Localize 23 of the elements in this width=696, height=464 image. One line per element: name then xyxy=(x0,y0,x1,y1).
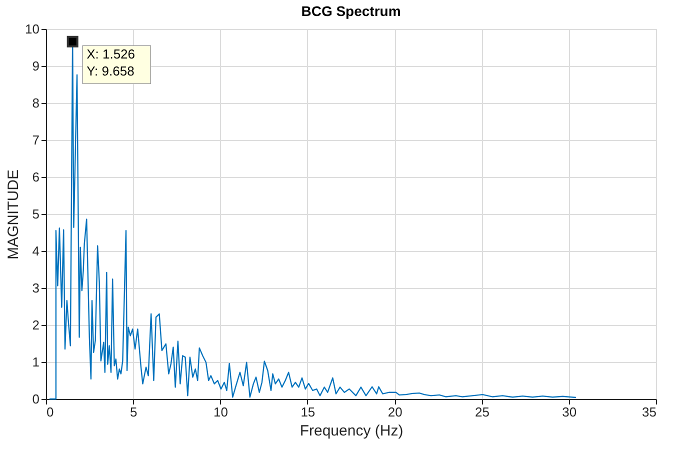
y-tick-label: 3 xyxy=(32,280,40,296)
x-tick-label: 20 xyxy=(388,404,402,420)
y-tick-label: 1 xyxy=(32,354,40,370)
y-tick-label: 0 xyxy=(32,392,40,406)
x-tick-label: 5 xyxy=(130,404,138,420)
y-axis-title: MAGNITUDE xyxy=(5,170,22,260)
y-tick-label: 4 xyxy=(32,244,40,258)
y-tick-label: 10 xyxy=(25,22,40,36)
x-tick-label: 25 xyxy=(474,404,490,420)
x-tick-label: 15 xyxy=(300,404,316,420)
x-axis-title: Frequency (Hz) xyxy=(300,422,404,440)
y-tick-label: 8 xyxy=(32,96,40,110)
x-tick-label: 30 xyxy=(562,404,577,420)
y-tick-label: 7 xyxy=(32,132,40,148)
y-tick-label: 5 xyxy=(32,206,40,222)
y-tick-label: 6 xyxy=(32,170,40,184)
y-tick-label: 2 xyxy=(32,318,40,332)
chart-title: BCG Spectrum xyxy=(301,3,401,19)
x-tick-label: 35 xyxy=(642,404,656,420)
x-tick-label: 0 xyxy=(46,404,54,420)
annotation: X: 1.526 Y: 9.658 xyxy=(86,46,136,79)
y-tick-label: 9 xyxy=(32,58,40,74)
x-tick-label: 10 xyxy=(214,404,228,420)
